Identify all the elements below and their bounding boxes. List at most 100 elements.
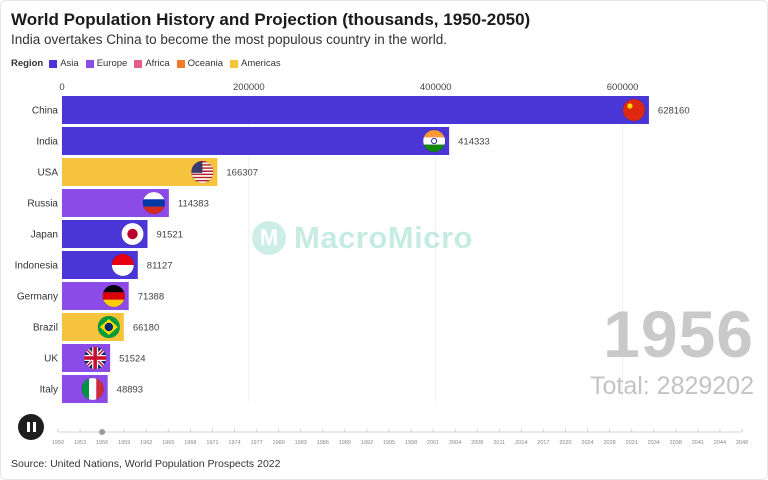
value-label: 66180	[133, 323, 159, 334]
category-label: Germany	[17, 292, 58, 303]
timeline-tick-label[interactable]: 1950	[52, 440, 64, 446]
category-label: USA	[37, 168, 58, 179]
brazil-flag-icon	[97, 315, 121, 339]
legend-swatch	[230, 59, 239, 68]
x-tick-label: 400000	[420, 82, 452, 93]
value-label: 114383	[178, 199, 209, 210]
value-label: 166307	[226, 168, 258, 179]
legend-item-americas[interactable]: Americas	[230, 58, 281, 69]
flag-ring	[422, 129, 446, 153]
flag-ring	[622, 98, 646, 122]
legend-title: Region	[11, 58, 44, 69]
legend-label: Americas	[241, 58, 281, 69]
watermark: M MacroMicro	[252, 220, 473, 256]
italy-flag-icon	[81, 377, 104, 401]
bar-india[interactable]	[62, 127, 450, 155]
legend-label: Africa	[145, 58, 170, 69]
legend-swatch	[176, 59, 185, 68]
timeline-tick-label[interactable]: 1968	[184, 440, 196, 446]
legend-label: Oceania	[187, 58, 224, 69]
flag-ring	[102, 284, 126, 308]
timeline-tick-label[interactable]: 2041	[692, 440, 704, 446]
bar-china[interactable]	[62, 96, 649, 124]
usa-flag-icon	[191, 160, 214, 184]
timeline-tick-label[interactable]: 2014	[515, 440, 527, 446]
legend-item-oceania[interactable]: Oceania	[176, 58, 224, 69]
timeline-tick-label[interactable]: 1965	[162, 440, 174, 446]
timeline-tick-label[interactable]: 1998	[405, 440, 417, 446]
value-label: 91521	[157, 230, 183, 241]
x-tick-label: 600000	[607, 82, 639, 93]
timeline-tick-label[interactable]: 2034	[648, 440, 660, 446]
pause-icon	[26, 422, 36, 432]
legend-swatch	[134, 59, 143, 68]
timeline-tick-label[interactable]: 2020	[559, 440, 571, 446]
pause-button[interactable]	[18, 414, 44, 440]
timeline-tick-label[interactable]: 1962	[140, 440, 152, 446]
value-label: 51524	[119, 354, 145, 365]
timeline-handle[interactable]	[99, 429, 106, 435]
timeline-tick-label[interactable]: 2008	[471, 440, 483, 446]
flag-ring	[191, 160, 214, 184]
timeline-tick-label[interactable]: 2031	[626, 440, 638, 446]
total-population: Total: 2829202	[589, 372, 754, 400]
value-label: 71388	[138, 292, 164, 303]
indonesia-flag-icon	[111, 253, 135, 277]
chart-title: World Population History and Projection …	[11, 10, 531, 29]
timeline-tick-label[interactable]: 2044	[714, 440, 726, 446]
india-flag-icon	[422, 129, 446, 153]
timeline-tick-label[interactable]: 1956	[96, 440, 108, 446]
timeline-tick-label[interactable]: 1983	[295, 440, 307, 446]
uk-flag-icon	[83, 346, 107, 370]
category-label: Brazil	[33, 323, 58, 334]
china-flag-icon	[622, 98, 646, 122]
timeline-tick-label[interactable]: 1992	[361, 440, 373, 446]
timeline-tick-label[interactable]: 2048	[736, 440, 748, 446]
timeline-tick-label[interactable]: 2038	[670, 440, 682, 446]
value-label: 48893	[117, 385, 143, 396]
current-year: 1956	[603, 297, 754, 371]
flag-ring	[111, 253, 135, 277]
timeline-tick-label[interactable]: 1974	[228, 440, 240, 446]
timeline-tick-label[interactable]: 1971	[206, 440, 218, 446]
timeline-tick-label[interactable]: 2017	[537, 440, 549, 446]
flag-ring	[83, 346, 107, 370]
timeline-tick-label[interactable]: 1980	[273, 440, 285, 446]
category-label: UK	[44, 354, 58, 365]
watermark-text: MacroMicro	[294, 220, 473, 255]
timeline-tick-label[interactable]: 2011	[493, 440, 505, 446]
x-tick-label: 0	[59, 82, 64, 93]
legend-label: Europe	[96, 58, 128, 69]
japan-flag-icon	[121, 222, 144, 246]
legend-swatch	[49, 59, 58, 68]
category-label: China	[32, 106, 59, 117]
legend-item-asia[interactable]: Asia	[49, 58, 79, 69]
timeline-tick-label[interactable]: 1989	[339, 440, 351, 446]
category-label: Italy	[40, 385, 58, 396]
russia-flag-icon	[142, 191, 166, 215]
flag-ring	[81, 377, 104, 401]
category-label: Japan	[31, 230, 58, 241]
macromicro-logo-icon: M	[252, 221, 286, 255]
legend: Region Asia Europe Africa Oceania Americ…	[11, 58, 288, 69]
category-label: Indonesia	[15, 261, 59, 272]
timeline-tick-label[interactable]: 1953	[74, 440, 86, 446]
timeline-tick-label[interactable]: 1995	[383, 440, 395, 446]
chart-subtitle: India overtakes China to become the most…	[11, 32, 447, 47]
timeline-tick-label[interactable]: 2024	[581, 440, 593, 446]
legend-item-africa[interactable]: Africa	[134, 58, 170, 69]
flag-ring	[121, 222, 144, 246]
value-label: 414333	[458, 137, 490, 148]
timeline-tick-label[interactable]: 1959	[118, 440, 130, 446]
flag-ring	[97, 315, 121, 339]
legend-item-europe[interactable]: Europe	[85, 58, 128, 69]
germany-flag-icon	[102, 284, 126, 308]
timeline-tick-label[interactable]: 1986	[317, 440, 329, 446]
legend-label: Asia	[60, 58, 79, 69]
timeline-tick-label[interactable]: 2001	[427, 440, 439, 446]
timeline-tick-label[interactable]: 2004	[449, 440, 461, 446]
timeline-tick-label[interactable]: 2028	[603, 440, 615, 446]
flag-ring	[142, 191, 166, 215]
timeline-tick-label[interactable]: 1977	[250, 440, 262, 446]
